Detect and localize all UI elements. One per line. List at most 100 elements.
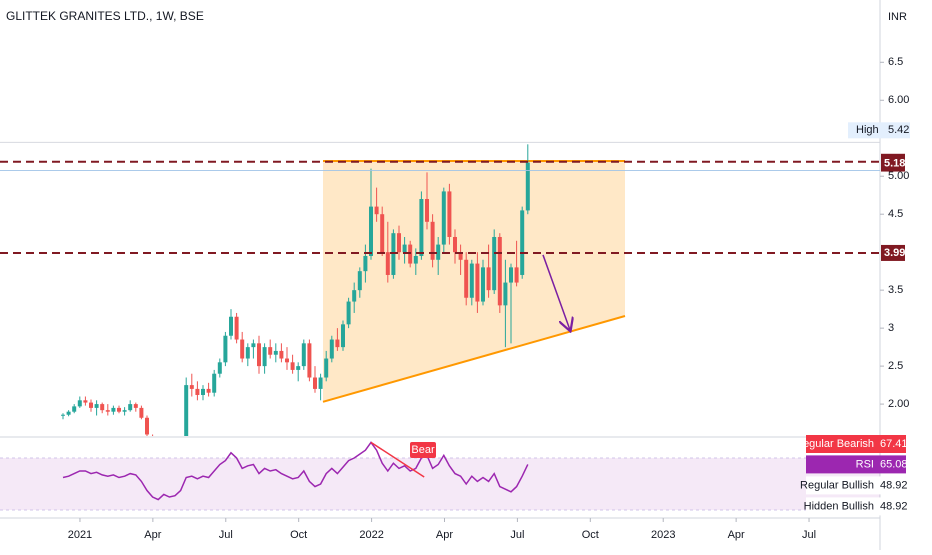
- candle-body: [184, 385, 189, 436]
- candle-body: [374, 206, 379, 215]
- y-tick-label: 5.00: [888, 170, 909, 182]
- y-tick-label: 3: [888, 322, 894, 334]
- candle-body: [453, 236, 457, 253]
- y-tick-label: 6.00: [888, 94, 909, 106]
- candle-body: [514, 267, 519, 283]
- candle-body: [419, 199, 424, 256]
- candle-body: [117, 407, 121, 412]
- candle-body: [464, 259, 469, 298]
- candle-body: [240, 339, 245, 359]
- candle-body: [492, 236, 497, 291]
- candle-body: [318, 377, 323, 389]
- candle-body: [217, 362, 222, 374]
- candle-body: [402, 244, 407, 253]
- candle-body: [257, 343, 261, 367]
- candle-body: [290, 362, 295, 370]
- y-tick-label: 4.5: [888, 208, 903, 220]
- candle-body: [324, 358, 329, 378]
- candle-body: [100, 404, 105, 411]
- x-tick-label: Apr: [728, 529, 745, 541]
- candle-body: [391, 233, 396, 275]
- candle-body: [307, 343, 312, 378]
- candle-body: [234, 316, 239, 340]
- price-pane: [0, 141, 880, 436]
- candle-body: [94, 404, 99, 408]
- y-tick-label: 3.5: [888, 284, 903, 296]
- y-tick-label: 2.00: [888, 398, 909, 410]
- high-value: 5.42: [888, 124, 909, 136]
- candle-body: [425, 199, 429, 222]
- candle-body: [385, 252, 390, 275]
- candle-body: [430, 221, 435, 260]
- candle-body: [329, 339, 334, 359]
- level-label-box: [881, 244, 905, 261]
- candle-body: [273, 350, 278, 355]
- candle-body: [301, 343, 306, 367]
- rsi-label-value: 65.08: [880, 458, 908, 470]
- x-tick-label: 2021: [68, 529, 92, 541]
- rsi-label-box: [806, 476, 906, 495]
- candle-body: [72, 406, 77, 412]
- y-tick-label: 2.5: [888, 360, 903, 372]
- rsi-label-box: [806, 497, 906, 516]
- candle-body: [66, 411, 71, 415]
- candle-body: [503, 282, 508, 306]
- candle-body: [189, 385, 194, 389]
- high-box: [848, 122, 910, 139]
- bear-box: [410, 442, 436, 458]
- x-tick-label: Jul: [510, 529, 524, 541]
- currency: INR: [888, 11, 907, 23]
- rsi-line: [62, 441, 529, 501]
- candle-body: [413, 255, 418, 264]
- candle-body: [380, 214, 385, 253]
- level-label: 3.99: [884, 247, 905, 259]
- candle-body: [397, 233, 401, 253]
- candle-body: [458, 252, 463, 260]
- candle-body: [475, 263, 480, 302]
- rsi-label-value: 67.41: [880, 438, 908, 450]
- candle-body: [61, 414, 65, 416]
- support-line: [322, 315, 626, 403]
- candle-body: [335, 339, 340, 348]
- rsi-band: [0, 458, 880, 510]
- candle-body: [296, 366, 301, 370]
- projection-arrow: [542, 254, 570, 330]
- last-price-label: 5.18: [884, 157, 905, 169]
- candle-body: [285, 358, 289, 363]
- x-tick-label: Apr: [144, 529, 161, 541]
- y-tick-label: 6.5: [888, 56, 903, 68]
- candle-body: [408, 244, 413, 264]
- candle-body: [133, 404, 138, 408]
- candle-body: [447, 191, 452, 237]
- candle-body: [111, 407, 116, 412]
- x-tick-label: Jul: [219, 529, 233, 541]
- candle-body: [486, 267, 491, 291]
- candle-body: [497, 236, 502, 306]
- rsi-pane: Bear: [0, 441, 880, 511]
- candle-body: [268, 347, 273, 355]
- last-price-box: [881, 155, 905, 172]
- candle-body: [369, 206, 373, 256]
- candle-body: [145, 417, 149, 435]
- bear-divergence: [370, 441, 425, 478]
- x-tick-label: 2022: [359, 529, 383, 541]
- candle-body: [341, 324, 345, 348]
- candle-body: [245, 347, 250, 359]
- high-label: High: [856, 124, 879, 136]
- candle-body: [195, 388, 200, 395]
- candle-body: [262, 347, 267, 367]
- candle-body: [128, 404, 133, 411]
- rsi-label-box: [806, 455, 906, 474]
- candle-body: [139, 407, 144, 418]
- bear-label: Bear: [411, 444, 435, 456]
- candle-body: [229, 316, 233, 336]
- candle-body: [352, 290, 357, 302]
- candle-body: [357, 271, 362, 291]
- candle-body: [201, 388, 205, 395]
- candle-body: [441, 191, 446, 245]
- rsi-label-name: RSI: [856, 458, 874, 470]
- candle-body: [83, 400, 88, 403]
- pattern-area: [323, 161, 625, 402]
- candle-body: [436, 244, 441, 260]
